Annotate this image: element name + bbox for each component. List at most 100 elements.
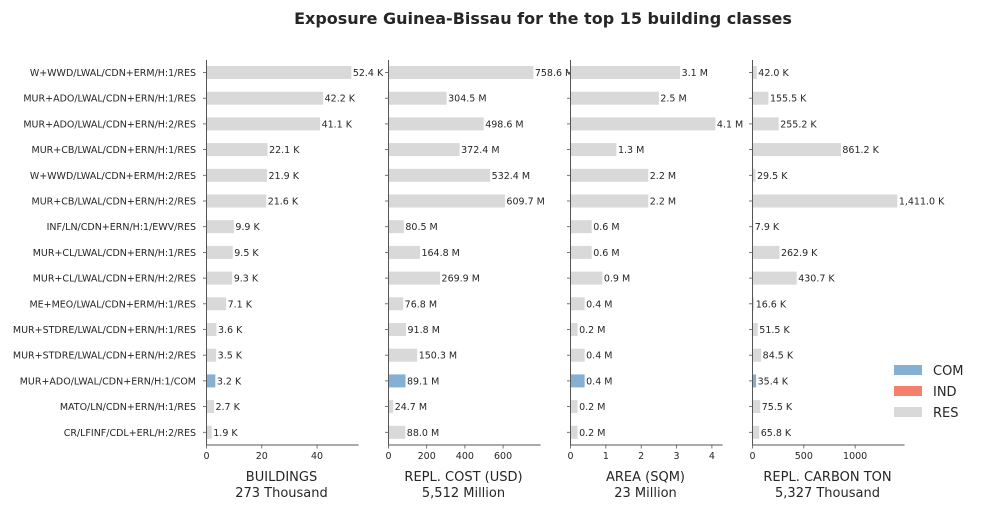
bar (388, 143, 460, 157)
data-label: 0.4 M (586, 376, 612, 387)
x-tick-label: 4 (709, 451, 715, 462)
bar (570, 117, 716, 131)
bar (752, 91, 769, 105)
legend-label-res: RES (933, 406, 959, 421)
data-label: 1.9 K (213, 428, 238, 439)
bar (206, 245, 233, 259)
x-tick-label: 2 (638, 451, 644, 462)
panel-1: 52.4 K 42.2 K 41.1 K 22.1 K 21.9 K 21.6 K 9.9 … (203, 60, 384, 501)
x-axis-total: 273 Thousand (235, 486, 328, 501)
x-tick-label: 0 (567, 451, 573, 462)
x-tick-label: 1 (603, 451, 609, 462)
data-label: 861.2 K (842, 145, 879, 156)
bar (752, 400, 761, 414)
x-tick-label: 400 (456, 451, 474, 462)
bar (570, 348, 585, 362)
category-label: MUR+STDRE/LWAL/CDN+ERN/H:2/RES (13, 351, 196, 362)
data-label: 7.1 K (228, 299, 253, 310)
legend-label-ind: IND (933, 385, 957, 400)
bar (206, 297, 227, 311)
x-tick-label: 1000 (843, 451, 867, 462)
bar (570, 168, 649, 182)
data-label: 150.3 M (419, 351, 457, 362)
data-label: 89.1 M (407, 376, 439, 387)
bar (570, 245, 592, 259)
bar (206, 425, 212, 439)
data-label: 0.2 M (579, 325, 605, 336)
data-label: 532.4 M (492, 171, 530, 182)
legend-swatch-com (894, 365, 922, 375)
data-label: 9.5 K (234, 248, 259, 259)
data-label: 42.0 K (758, 68, 789, 79)
bar (752, 117, 779, 131)
data-label: 4.1 M (717, 119, 743, 130)
category-label: MUR+CL/LWAL/CDN+ERN/H:1/RES (33, 248, 196, 259)
category-label: W+WWD/LWAL/CDN+ERM/H:2/RES (30, 171, 196, 182)
bar (388, 245, 420, 259)
x-axis-label: AREA (SQM) (606, 470, 685, 485)
bar (570, 66, 681, 79)
bar (388, 323, 407, 336)
bar (206, 374, 216, 388)
bar (752, 143, 841, 157)
bar (206, 168, 268, 182)
bar (570, 143, 617, 157)
chart-title: Exposure Guinea-Bissau for the top 15 bu… (294, 9, 792, 28)
x-axis-total: 23 Million (614, 486, 677, 501)
bar (206, 143, 268, 157)
bar (206, 220, 234, 234)
data-label: 0.4 M (586, 299, 612, 310)
category-label: W+WWD/LWAL/CDN+ERM/H:1/RES (30, 68, 196, 79)
bar (388, 374, 406, 388)
category-label: ME+MEO/LWAL/CDN+ERM/H:1/RES (29, 299, 196, 310)
category-label: INF/LN/CDN+ERN/H:1/EWV/RES (47, 222, 196, 233)
bar (388, 220, 404, 234)
x-tick-label: 20 (256, 451, 268, 462)
legend-swatch-res (894, 407, 922, 417)
bar (752, 271, 797, 285)
bar (388, 194, 505, 208)
bar (570, 297, 585, 311)
data-label: 304.5 M (448, 94, 486, 105)
data-label: 3.2 K (217, 376, 242, 387)
chart-panels: 52.4 K42.2 K41.1 K22.1 K21.9 K21.6 K9.9 … (203, 60, 945, 501)
x-axis-label: BUILDINGS (246, 470, 317, 485)
data-label: 155.5 K (770, 94, 807, 105)
data-label: 7.9 K (755, 222, 780, 233)
category-label: MUR+ADO/LWAL/CDN+ERN/H:1/RES (23, 94, 196, 105)
data-label: 75.5 K (762, 402, 793, 413)
bar (206, 400, 214, 414)
bar (388, 425, 406, 439)
data-label: 21.9 K (269, 171, 300, 182)
bar (752, 323, 758, 336)
data-label: 52.4 K (353, 68, 384, 79)
bar (570, 374, 585, 388)
x-tick-label: 600 (494, 451, 512, 462)
category-label: MUR+CB/LWAL/CDN+ERN/H:2/RES (32, 197, 197, 208)
panel-2: 758.6 M 304.5 M 498.6 M 372.4 M 532.4 M 609.7… (385, 60, 573, 501)
bar (752, 245, 780, 259)
x-axis-total: 5,327 Thousand (775, 486, 880, 501)
data-label: 24.7 M (395, 402, 427, 413)
data-label: 1,411.0 K (899, 197, 945, 208)
x-tick-label: 500 (795, 451, 813, 462)
data-label: 0.6 M (593, 248, 619, 259)
data-label: 3.5 K (218, 351, 243, 362)
x-tick-label: 0 (385, 451, 391, 462)
data-label: 2.2 M (650, 197, 676, 208)
data-label: 21.6 K (268, 197, 299, 208)
category-label: MUR+ADO/LWAL/CDN+ERN/H:1/COM (20, 376, 196, 387)
data-label: 35.4 K (758, 376, 789, 387)
bar (752, 348, 762, 362)
bar (206, 348, 217, 362)
data-label: 758.6 M (535, 68, 573, 79)
bar (570, 194, 649, 208)
data-label: 255.2 K (780, 119, 817, 130)
category-label: CR/LFINF/CDL+ERL/H:2/RES (64, 428, 196, 439)
x-tick-label: 3 (674, 451, 680, 462)
category-labels: W+WWD/LWAL/CDN+ERM/H:1/RES MUR+ADO/LWAL/C… (13, 68, 196, 439)
data-label: 2.5 M (660, 94, 686, 105)
panel-3: 3.1 M 2.5 M 4.1 M 1.3 M 2.2 M 2.2 M 0.6 M 0.6 M… (567, 60, 743, 501)
data-label: 2.7 K (215, 402, 240, 413)
